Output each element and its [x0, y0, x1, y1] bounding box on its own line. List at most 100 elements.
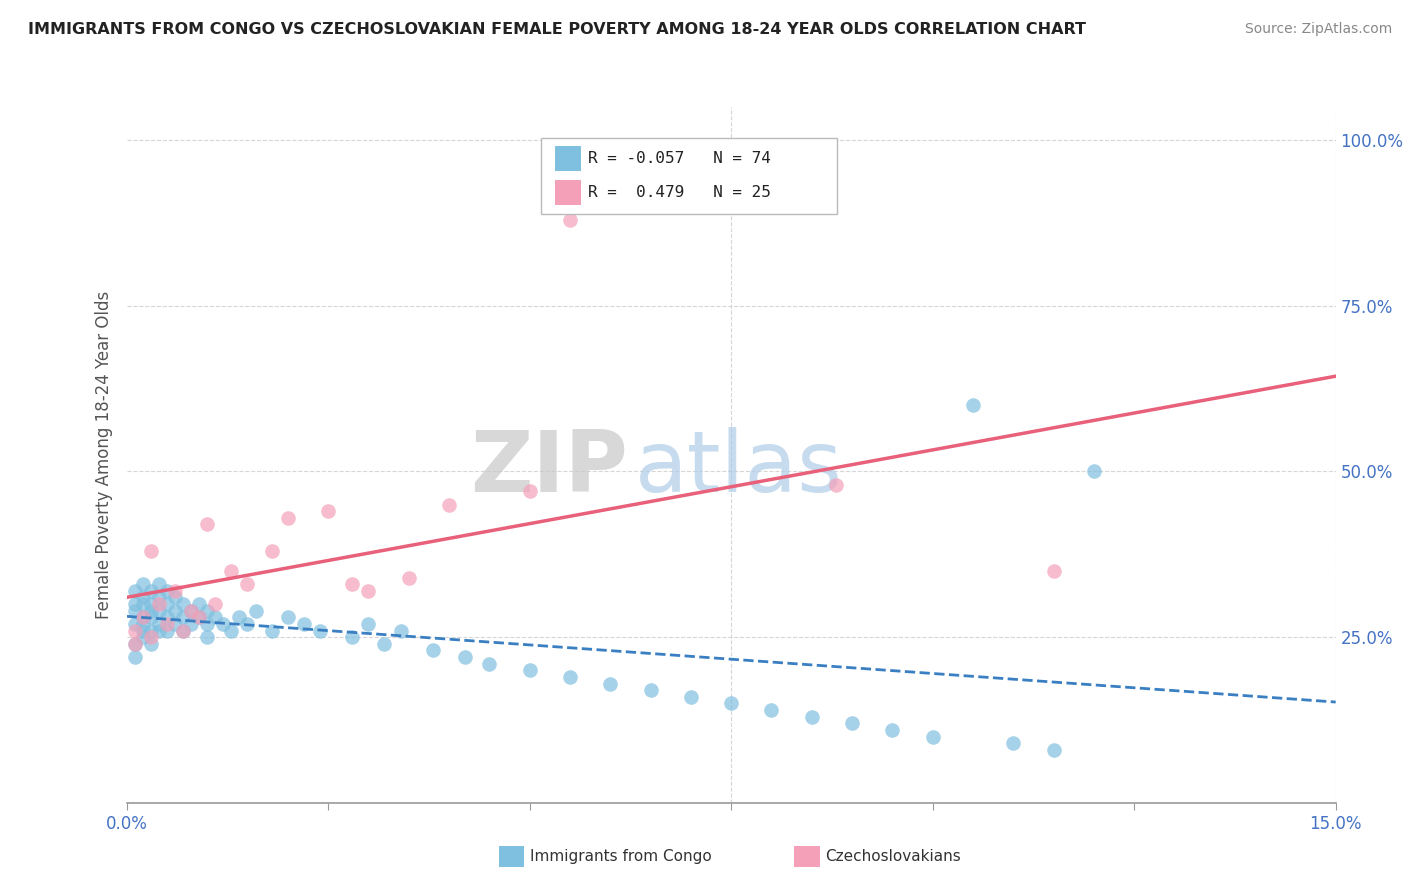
Point — [342, 577, 364, 591]
Point — [148, 597, 170, 611]
Text: Immigrants from Congo: Immigrants from Congo — [530, 849, 711, 863]
Text: Czechoslovakians: Czechoslovakians — [825, 849, 962, 863]
Point — [558, 212, 581, 227]
Point — [1083, 465, 1105, 479]
Point — [260, 544, 283, 558]
Point — [131, 630, 153, 644]
Point — [156, 583, 179, 598]
Point — [204, 610, 226, 624]
Point — [180, 604, 202, 618]
Point — [131, 597, 153, 611]
Point — [139, 597, 162, 611]
Point — [139, 604, 162, 618]
Point — [124, 624, 146, 638]
Point — [156, 610, 179, 624]
Point — [245, 604, 267, 618]
Point — [188, 597, 211, 611]
Point — [139, 630, 162, 644]
Point — [309, 624, 332, 638]
Point — [1042, 564, 1064, 578]
Point — [962, 398, 984, 412]
Point — [148, 616, 170, 631]
Point — [131, 624, 153, 638]
Point — [825, 477, 848, 491]
Point — [172, 624, 194, 638]
Point — [195, 616, 218, 631]
Point — [519, 484, 541, 499]
Point — [519, 663, 541, 677]
Point — [212, 616, 235, 631]
Point — [163, 591, 186, 605]
Point — [389, 624, 412, 638]
Point — [422, 643, 444, 657]
Point — [260, 624, 283, 638]
Point — [882, 723, 904, 737]
Point — [188, 610, 211, 624]
Text: atlas: atlas — [634, 427, 842, 510]
Point — [921, 730, 943, 744]
Text: IMMIGRANTS FROM CONGO VS CZECHOSLOVAKIAN FEMALE POVERTY AMONG 18-24 YEAR OLDS CO: IMMIGRANTS FROM CONGO VS CZECHOSLOVAKIAN… — [28, 22, 1085, 37]
Point — [163, 583, 186, 598]
Point — [357, 616, 380, 631]
Point — [236, 577, 259, 591]
Point — [454, 650, 477, 665]
Point — [172, 624, 194, 638]
Point — [124, 650, 146, 665]
Text: R = -0.057   N = 74: R = -0.057 N = 74 — [588, 152, 770, 166]
Point — [679, 690, 702, 704]
Point — [277, 511, 299, 525]
Point — [478, 657, 501, 671]
Point — [342, 630, 364, 644]
Point — [131, 610, 153, 624]
Point — [316, 504, 339, 518]
Point — [148, 577, 170, 591]
Point — [131, 616, 153, 631]
Point — [163, 616, 186, 631]
Point — [124, 604, 146, 618]
Point — [800, 709, 823, 723]
Point — [277, 610, 299, 624]
Point — [156, 624, 179, 638]
Point — [139, 544, 162, 558]
Y-axis label: Female Poverty Among 18-24 Year Olds: Female Poverty Among 18-24 Year Olds — [94, 291, 112, 619]
Point — [195, 517, 218, 532]
Point — [437, 498, 460, 512]
Point — [1002, 736, 1025, 750]
Point — [599, 676, 621, 690]
Point — [124, 597, 146, 611]
Point — [221, 624, 243, 638]
Point — [148, 604, 170, 618]
Point — [124, 637, 146, 651]
Point — [131, 591, 153, 605]
Point — [292, 616, 315, 631]
Point — [398, 570, 420, 584]
Point — [131, 610, 153, 624]
Text: ZIP: ZIP — [471, 427, 628, 510]
Point — [172, 597, 194, 611]
Point — [139, 583, 162, 598]
Point — [195, 604, 218, 618]
Point — [124, 616, 146, 631]
Point — [163, 604, 186, 618]
Point — [180, 616, 202, 631]
Point — [558, 670, 581, 684]
Point — [195, 630, 218, 644]
Point — [172, 610, 194, 624]
Point — [841, 716, 863, 731]
Point — [373, 637, 395, 651]
Point — [236, 616, 259, 631]
Point — [148, 591, 170, 605]
Point — [221, 564, 243, 578]
Point — [139, 637, 162, 651]
Point — [156, 616, 179, 631]
Point — [156, 597, 179, 611]
Point — [148, 624, 170, 638]
Point — [640, 683, 662, 698]
Point — [180, 604, 202, 618]
Point — [131, 577, 153, 591]
Point — [124, 583, 146, 598]
Point — [124, 637, 146, 651]
Point — [357, 583, 380, 598]
Point — [228, 610, 250, 624]
Text: R =  0.479   N = 25: R = 0.479 N = 25 — [588, 186, 770, 200]
